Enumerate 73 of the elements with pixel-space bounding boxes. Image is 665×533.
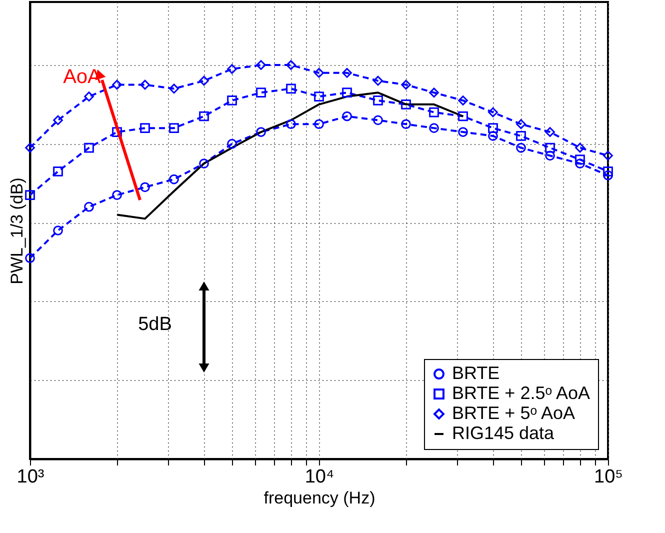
point: [112, 127, 122, 137]
point: [401, 100, 411, 110]
point: [256, 60, 266, 70]
point: [53, 226, 63, 236]
point: [488, 107, 498, 118]
point: [169, 174, 179, 184]
point: [373, 76, 383, 86]
legend-label: BRTE + 5ᵒ AoA: [452, 403, 576, 423]
x-tick-label: 10⁴: [304, 466, 334, 488]
point: [112, 80, 122, 90]
point: [53, 166, 63, 176]
point: [516, 119, 526, 130]
point: [458, 96, 468, 106]
point: [199, 158, 209, 168]
point: [516, 142, 526, 153]
point: [516, 131, 526, 141]
point: [575, 158, 585, 168]
point: [112, 190, 122, 200]
point: [458, 111, 468, 122]
point: [314, 119, 324, 130]
point: [458, 127, 468, 137]
point: [342, 68, 352, 78]
point: [84, 92, 94, 102]
point: [286, 60, 296, 70]
point: [429, 88, 439, 98]
y-axis-title: PWL_1/3 (dB): [8, 178, 26, 284]
point: [140, 182, 150, 192]
point: [25, 142, 35, 153]
point: [84, 142, 94, 153]
point: [603, 170, 613, 180]
point: [545, 150, 555, 161]
legend-label: BRTE: [452, 363, 500, 383]
x-tick-label: 10⁵: [594, 466, 624, 488]
point: [342, 111, 352, 122]
point: [401, 80, 411, 90]
point: [373, 96, 383, 106]
annotation: 5dB: [138, 314, 172, 335]
point: [575, 154, 585, 165]
point: [25, 253, 35, 263]
point: [603, 150, 613, 161]
point: [199, 111, 209, 122]
legend-label: RIG145 data: [452, 423, 556, 443]
point: [227, 138, 237, 149]
point: [286, 84, 296, 94]
point: [488, 131, 498, 141]
point: [140, 80, 150, 90]
point: [314, 68, 324, 78]
point: [545, 142, 555, 153]
point: [227, 64, 237, 74]
point: [429, 107, 439, 118]
point: [401, 119, 411, 130]
point: [199, 76, 209, 86]
point: [227, 96, 237, 106]
point: [342, 88, 352, 98]
point: [169, 84, 179, 94]
point: [545, 127, 555, 137]
point: [286, 119, 296, 130]
point: [373, 115, 383, 126]
point: [488, 123, 498, 134]
x-tick-label: 10³: [16, 466, 44, 488]
point: [256, 88, 266, 98]
point: [25, 190, 35, 200]
point: [84, 202, 94, 212]
point: [575, 142, 585, 153]
point: [603, 166, 613, 176]
point: [314, 92, 324, 102]
x-axis-title: frequency (Hz): [264, 488, 376, 508]
legend-label: BRTE + 2.5ᵒ AoA: [452, 383, 590, 403]
point: [256, 127, 266, 137]
point: [53, 115, 63, 126]
point: [429, 123, 439, 133]
point: [169, 123, 179, 134]
point: [140, 123, 150, 134]
